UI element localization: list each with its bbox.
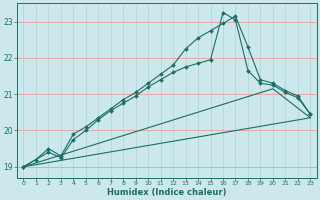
X-axis label: Humidex (Indice chaleur): Humidex (Indice chaleur) (107, 188, 227, 197)
